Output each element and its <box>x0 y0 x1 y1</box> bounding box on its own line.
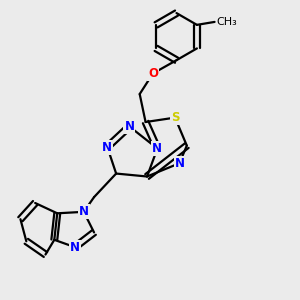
Text: N: N <box>79 205 89 218</box>
Text: N: N <box>70 241 80 254</box>
Text: CH₃: CH₃ <box>216 17 237 27</box>
Text: N: N <box>102 141 112 154</box>
Text: S: S <box>171 111 179 124</box>
Text: N: N <box>124 120 134 133</box>
Text: N: N <box>174 157 184 170</box>
Text: N: N <box>152 142 162 155</box>
Text: O: O <box>148 67 158 80</box>
